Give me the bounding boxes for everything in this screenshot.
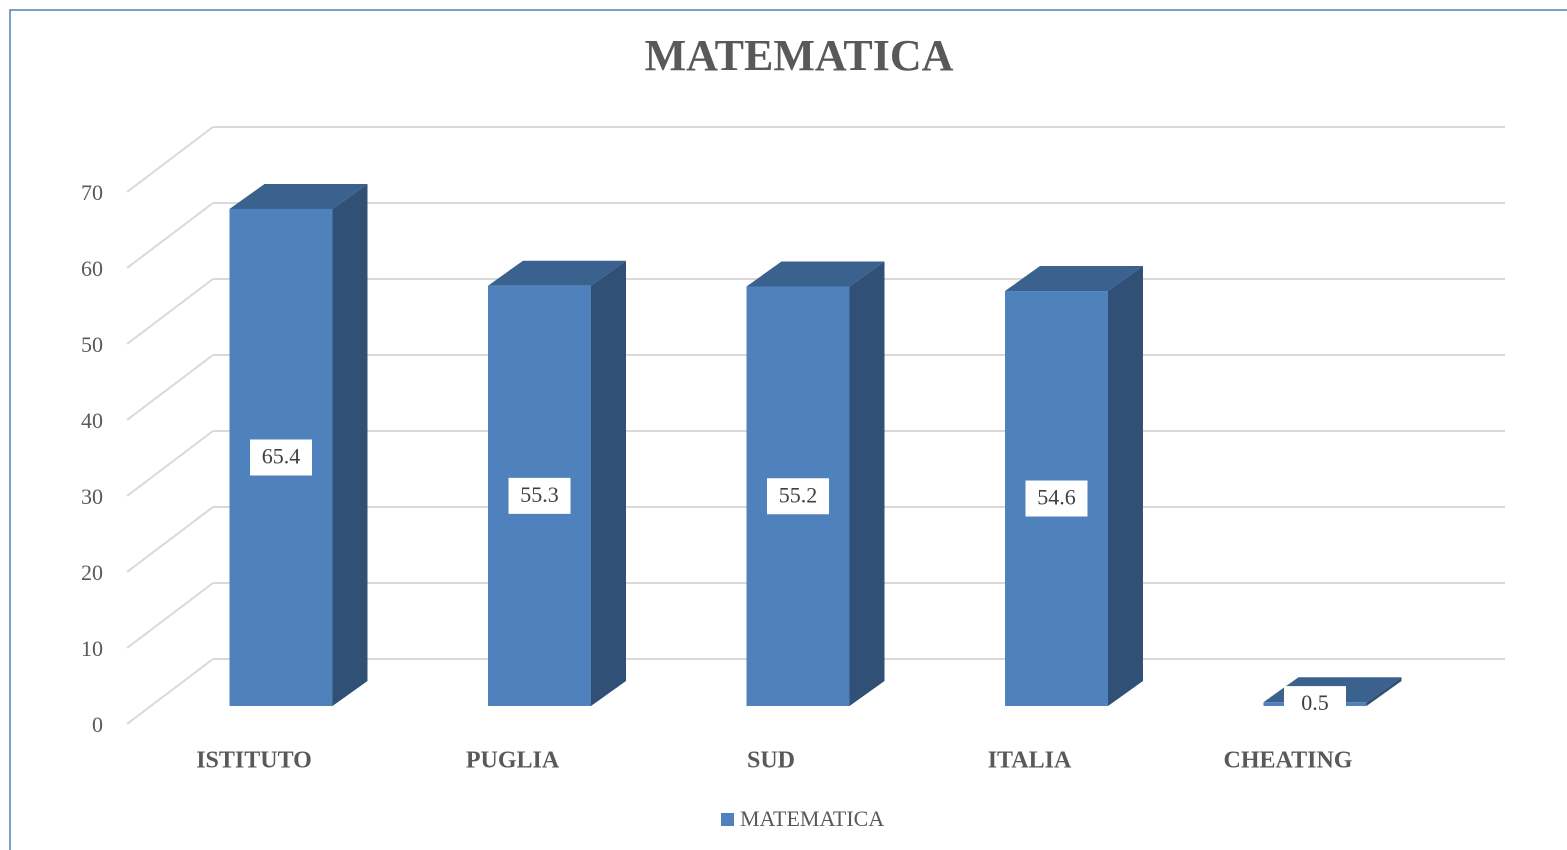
data-label: 54.6 (1037, 485, 1076, 510)
bar-top (1005, 266, 1143, 292)
y-tick-label: 40 (81, 408, 103, 433)
data-label: 55.2 (779, 482, 818, 507)
x-tick-label: ITALIA (988, 748, 1072, 774)
bar-side (1366, 677, 1402, 706)
y-tick-label: 20 (81, 560, 103, 585)
y-tick-label: 50 (81, 332, 103, 357)
legend-label: MATEMATICA (740, 806, 884, 831)
data-label-box (767, 478, 829, 515)
grid-line (126, 430, 214, 497)
y-tick-label: 70 (81, 180, 103, 205)
data-label-box (1284, 686, 1346, 723)
bar-side (332, 183, 368, 706)
y-tick-label: 30 (81, 484, 103, 509)
bar-side (591, 260, 626, 706)
data-label-box (508, 477, 571, 514)
bar-side (849, 261, 885, 706)
x-tick-label: SUD (747, 748, 795, 774)
y-tick-label: 10 (81, 636, 103, 661)
bar-top (229, 183, 368, 209)
data-label-box (1025, 480, 1088, 517)
data-label: 55.3 (520, 482, 559, 507)
y-tick-label: 0 (92, 712, 103, 737)
grid-line (126, 354, 214, 421)
legend-swatch (721, 813, 734, 826)
data-label: 0.5 (1301, 690, 1329, 715)
grid-line (126, 658, 214, 725)
grid-line (126, 202, 214, 269)
grid-line (126, 582, 214, 649)
bar-top (746, 261, 885, 287)
x-tick-label: CHEATING (1224, 748, 1353, 774)
data-label: 65.4 (262, 444, 301, 469)
grid-line (126, 278, 214, 345)
grid-line (126, 126, 214, 193)
data-label-box (250, 439, 312, 476)
x-tick-label: PUGLIA (466, 748, 560, 774)
y-tick-label: 60 (81, 256, 103, 281)
x-tick-label: ISTITUTO (196, 748, 312, 774)
bar-top (488, 260, 626, 286)
bar-side (1108, 266, 1143, 706)
grid-line (126, 506, 214, 573)
chart-title: MATEMATICA (645, 31, 954, 80)
